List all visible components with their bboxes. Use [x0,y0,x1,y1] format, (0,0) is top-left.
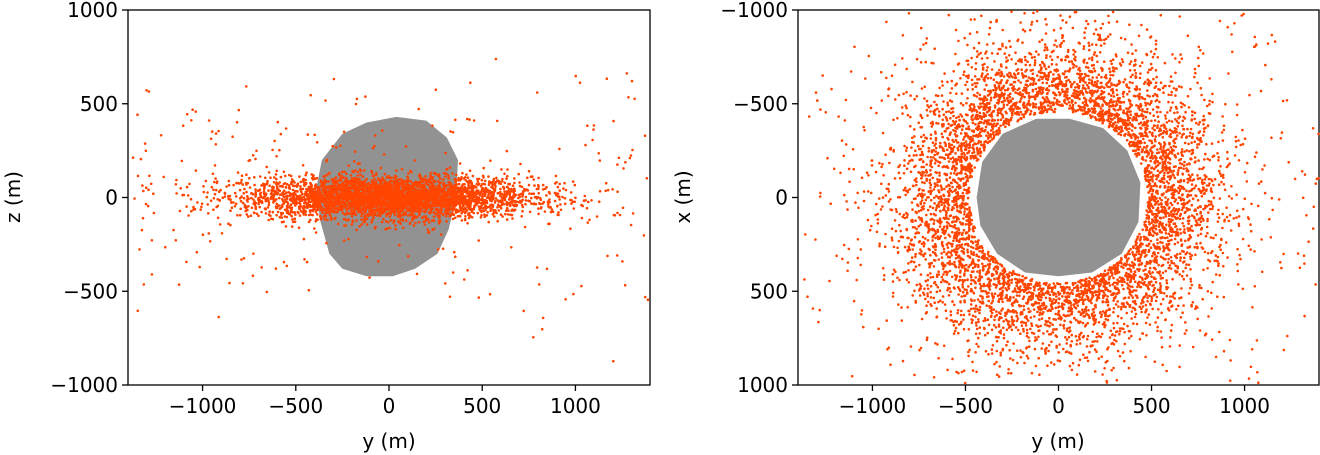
x-tick-label: −1000 [169,394,237,418]
x-tick-label: −500 [938,394,993,418]
y-tick-label: −500 [733,92,788,116]
y-tick-label: 0 [775,186,788,210]
x-tick-label: 1000 [1219,394,1270,418]
y-tick-label: 500 [750,279,788,303]
ticks-left: −1000 −500 0 500 1000 1000 500 0 −500 −1000 [50,0,601,418]
y-tick-label: −500 [63,279,118,303]
y-tick-label: 0 [105,186,118,210]
y-tick-label: −1000 [720,0,788,22]
panel-right: −1000 −500 0 500 1000 −1000 −500 0 500 1000 y (m)… [671,0,1320,453]
x-axis-label-right: y (m) [1031,429,1084,453]
x-tick-label: −500 [268,394,323,418]
ticks-right: −1000 −500 0 500 1000 −1000 −500 0 500 1000 [720,0,1270,418]
y-tick-label: −1000 [50,373,118,397]
particle-points-right [803,10,1320,385]
y-axis-label-right: x (m) [671,170,695,223]
x-tick-label: 0 [1052,394,1065,418]
y-tick-label: 500 [80,92,118,116]
y-tick-label: 1000 [67,0,118,22]
asteroid-body [976,118,1141,277]
x-tick-label: 500 [1132,394,1170,418]
x-tick-label: 500 [463,394,501,418]
y-tick-label: 1000 [737,373,788,397]
x-tick-label: 0 [383,394,396,418]
x-tick-label: 1000 [550,394,601,418]
particle-scatter [803,10,1320,385]
x-axis-label-left: y (m) [362,429,415,453]
x-tick-label: −1000 [839,394,907,418]
particle-points-left [131,57,650,363]
y-axis-label-left: z (m) [1,171,25,223]
particle-scatter [131,57,650,363]
panel-left: −1000 −500 0 500 1000 1000 500 0 −500 −1000 y (m)… [1,0,651,453]
